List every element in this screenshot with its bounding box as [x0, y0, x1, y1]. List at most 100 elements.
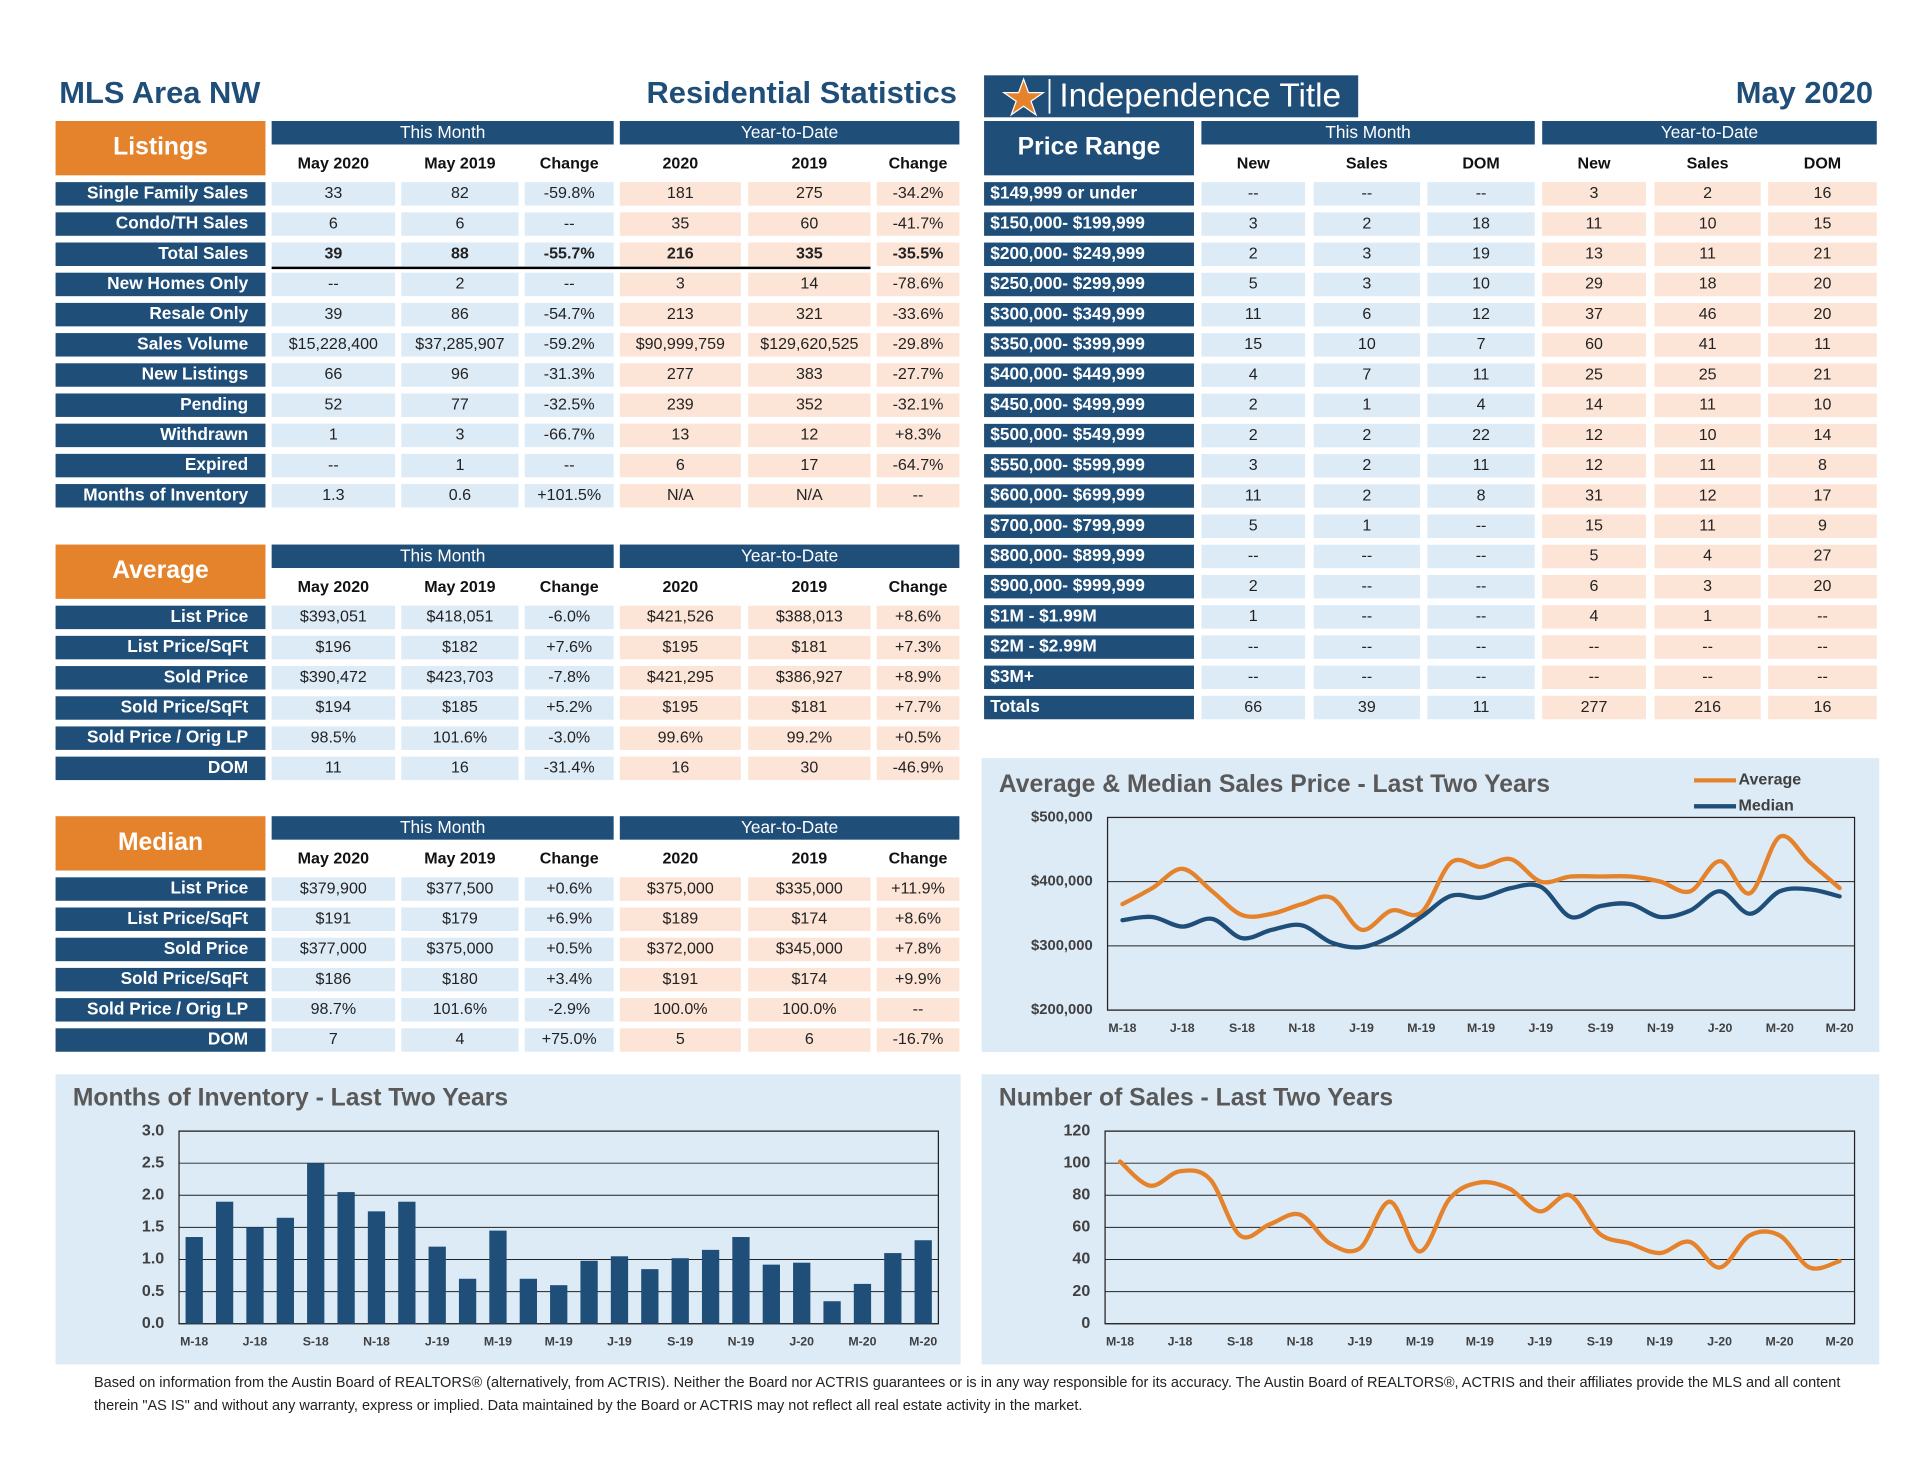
- row-label-box: [984, 695, 1194, 720]
- cell-box: [1768, 212, 1877, 236]
- cell: --: [564, 214, 575, 232]
- group-header: This Month: [1325, 122, 1410, 142]
- cell: --: [1817, 637, 1828, 655]
- cell-box: [1542, 635, 1646, 659]
- row-label-box: [984, 574, 1194, 599]
- row-label-box: [984, 212, 1194, 236]
- cell-box: [1542, 484, 1646, 508]
- cell: 35: [671, 214, 689, 232]
- y-tick-label: 100: [1063, 1153, 1090, 1171]
- cell-box: [1542, 212, 1646, 236]
- row-label-box: [984, 302, 1194, 327]
- cell-box: [619, 756, 741, 781]
- x-tick-label: J-19: [1527, 1334, 1552, 1348]
- bar: [580, 1260, 598, 1324]
- row-label-box: [55, 242, 266, 266]
- cell: --: [328, 456, 339, 474]
- cell: 2: [1362, 426, 1371, 444]
- cell: --: [1361, 607, 1372, 625]
- bar: [367, 1211, 386, 1324]
- row-label-box: [55, 363, 266, 387]
- cell-box: [271, 998, 396, 1022]
- table-title: Average: [112, 557, 209, 584]
- cell: 11: [1586, 214, 1603, 232]
- x-tick-label: M-18: [180, 1334, 208, 1348]
- cell: $379,900: [300, 879, 367, 897]
- cell: 25: [1699, 365, 1717, 383]
- cell: --: [1476, 607, 1487, 625]
- row-label-box: [55, 937, 266, 962]
- cell-box: [619, 877, 741, 901]
- row-label-box: [55, 272, 266, 297]
- row-label-box: [55, 998, 266, 1022]
- cell-box: [748, 453, 871, 478]
- cell: 16: [671, 759, 689, 777]
- bar: [853, 1283, 872, 1324]
- row-label: Resale Only: [149, 303, 248, 323]
- cell-box: [1654, 393, 1761, 418]
- cell: 19: [1472, 245, 1490, 263]
- cell: -6.0%: [548, 608, 590, 626]
- row-label: Pending: [180, 394, 248, 414]
- cell-box: [1313, 574, 1420, 599]
- cell: $345,000: [776, 940, 843, 958]
- cell: $179: [442, 909, 478, 927]
- cell-box: [619, 666, 741, 690]
- group-header-box: [271, 121, 614, 145]
- cell-box: [524, 877, 614, 901]
- cell: --: [1361, 547, 1372, 565]
- cell-box: [271, 1028, 396, 1052]
- cell-box: [1768, 182, 1877, 206]
- cell: -46.9%: [893, 759, 944, 777]
- cell: $185: [442, 698, 478, 716]
- cell-box: [271, 212, 396, 236]
- cell: 12: [1585, 426, 1603, 444]
- bar: [671, 1258, 689, 1324]
- row-label-box: [984, 242, 1194, 267]
- row-label-box: [984, 393, 1194, 418]
- bar: [762, 1264, 780, 1324]
- cell: 7: [1362, 365, 1371, 383]
- cell-box: [619, 333, 741, 357]
- cell: --: [1589, 668, 1600, 686]
- cell: -33.6%: [893, 305, 944, 323]
- cell-box: [1427, 212, 1535, 236]
- cell: -3.0%: [548, 728, 590, 746]
- cell: 100.0%: [782, 1000, 836, 1018]
- x-tick-label: J-19: [1348, 1334, 1373, 1348]
- cell: 1: [1362, 396, 1371, 414]
- series-line: [1120, 833, 1842, 932]
- row-label-box: [984, 484, 1194, 508]
- cell: $174: [792, 909, 828, 927]
- row-label: List Price: [170, 606, 248, 626]
- cell-box: [748, 726, 871, 750]
- cell: +7.3%: [895, 638, 941, 656]
- bar: [458, 1278, 477, 1324]
- cell: --: [1361, 577, 1372, 595]
- row-label-box: [984, 605, 1194, 629]
- cell-box: [1768, 635, 1877, 659]
- cell: --: [913, 486, 924, 504]
- cell: 20: [1814, 275, 1832, 293]
- row-label-box: [984, 423, 1194, 448]
- cell: 11: [1699, 245, 1716, 263]
- cell: -32.5%: [544, 395, 595, 413]
- cell-box: [1542, 514, 1646, 538]
- cell-box: [619, 1028, 741, 1052]
- group-header-box: [619, 544, 960, 569]
- cell: 30: [800, 759, 818, 777]
- cell-box: [876, 302, 960, 327]
- row-label-box: [55, 393, 266, 417]
- cell: 2: [1249, 577, 1258, 595]
- cell: 12: [800, 426, 818, 444]
- cell-box: [524, 937, 614, 962]
- cell-box: [619, 182, 741, 206]
- cell-box: [1427, 574, 1535, 599]
- cell: $196: [316, 638, 352, 656]
- cell: +6.9%: [546, 909, 592, 927]
- cell: -31.3%: [544, 365, 595, 383]
- cell-box: [748, 182, 871, 206]
- cell: +11.9%: [891, 879, 945, 897]
- cell-box: [748, 998, 871, 1022]
- cell: 12: [1585, 456, 1603, 474]
